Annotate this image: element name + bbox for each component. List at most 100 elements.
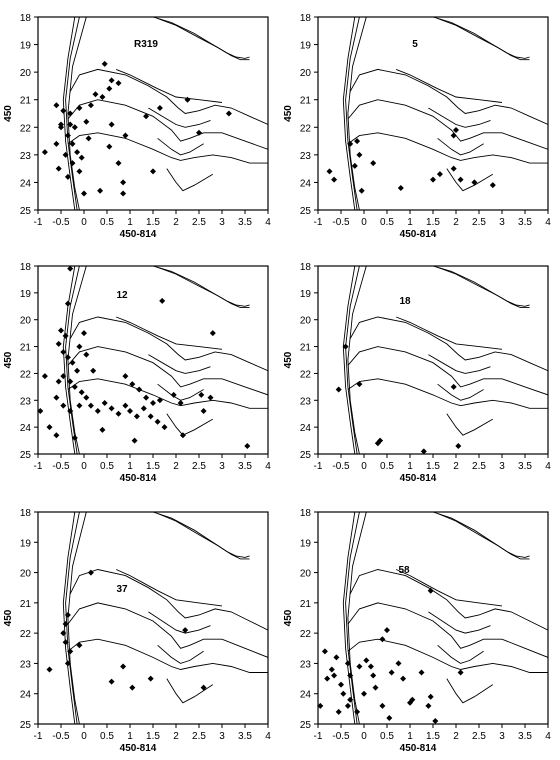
data-point (143, 394, 150, 401)
x-axis-label: 450-814 (400, 473, 437, 484)
data-point (76, 343, 83, 350)
data-point (321, 648, 328, 655)
data-point (418, 669, 425, 676)
data-point (356, 381, 363, 388)
x-axis-label: 450-814 (400, 743, 437, 754)
data-point (150, 399, 156, 406)
data-point (136, 386, 143, 393)
data-point (420, 448, 427, 455)
isochrone-hook-3 (166, 168, 214, 192)
data-point (90, 367, 97, 374)
x-tick-label: 0.5 (100, 731, 114, 742)
data-point (76, 642, 83, 649)
data-point (370, 672, 377, 679)
data-point (156, 397, 163, 404)
data-points (37, 265, 251, 449)
isochrone-loop-2 (67, 99, 268, 150)
data-point (354, 138, 361, 145)
upper-branch-2 (437, 17, 530, 61)
x-axis-label: 450-814 (120, 743, 157, 754)
x-tick-label: -1 (314, 731, 323, 742)
data-point (106, 143, 113, 150)
data-point (427, 693, 434, 700)
cmd-panel-4: -1 -0.5 0 0.5 1 1.5 2 2.5 3 3.5 4 18 19 20 21 22 23 24 25 4… (283, 262, 551, 484)
isochrone-loop-3 (67, 378, 268, 409)
panel-title: 12 (116, 290, 128, 301)
y-axis-label: 450 (283, 105, 294, 122)
data-point (46, 666, 53, 673)
panel-title: 18 (399, 296, 411, 307)
main-sequence-track-1 (62, 266, 76, 454)
y-tick-label: 25 (20, 206, 32, 217)
data-point (127, 408, 133, 415)
x-tick-label: 1 (127, 731, 133, 742)
upper-branch-2 (437, 513, 530, 560)
data-point (370, 160, 377, 167)
isochrone-loop-2 (347, 602, 548, 658)
upper-branch-2 (157, 266, 250, 309)
data-point (108, 77, 115, 84)
x-tick-label: -0.5 (332, 461, 350, 472)
data-point (131, 437, 138, 444)
isochrone-loop-3 (347, 378, 548, 409)
y-tick-label: 23 (20, 659, 32, 670)
y-tick-label: 24 (300, 423, 312, 434)
y-tick-label: 20 (20, 316, 32, 327)
isochrone-loop-1 (69, 316, 268, 372)
data-point (179, 432, 186, 439)
main-sequence-track-1 (62, 17, 76, 210)
y-tick-label: 18 (20, 13, 32, 24)
data-point (60, 402, 67, 409)
data-point (74, 367, 81, 374)
y-tick-label: 19 (20, 41, 32, 52)
data-point (140, 405, 147, 412)
data-point (76, 402, 83, 409)
panel-title: 37 (116, 584, 128, 595)
x-tick-label: 3.5 (238, 461, 252, 472)
data-point (67, 648, 74, 655)
x-tick-label: 0 (81, 731, 87, 742)
data-point (129, 381, 136, 388)
data-point (62, 621, 69, 628)
x-tick-label: 4 (265, 217, 271, 228)
data-point (471, 179, 478, 186)
data-point (200, 684, 207, 691)
main-sequence-track-1 (342, 17, 356, 210)
data-point (427, 587, 434, 594)
isochrone-branch (396, 316, 503, 350)
data-point (87, 402, 94, 409)
y-tick-label: 19 (20, 289, 32, 300)
x-tick-label: 0 (361, 731, 367, 742)
y-tick-label: 25 (20, 450, 32, 461)
x-tick-label: -1 (34, 731, 43, 742)
data-point (347, 140, 354, 147)
isochrone-hook-1 (148, 354, 211, 374)
data-point (87, 102, 94, 109)
y-tick-label: 25 (300, 206, 312, 217)
x-tick-label: 1.5 (146, 461, 160, 472)
y-tick-label: 24 (300, 178, 312, 189)
data-point (200, 408, 207, 415)
isochrone-branch (116, 68, 223, 103)
x-tick-label: 0.5 (100, 461, 114, 472)
isochrone-hook-2 (437, 644, 484, 664)
data-point (76, 104, 83, 111)
x-tick-label: -1 (34, 217, 43, 228)
x-tick-label: 2.5 (472, 217, 486, 228)
data-point (94, 408, 101, 415)
data-point (69, 160, 76, 167)
data-point (122, 373, 129, 380)
data-point (397, 184, 404, 191)
data-point (108, 405, 115, 412)
data-point (198, 391, 205, 398)
x-axis-label: 450-814 (400, 229, 437, 240)
data-point (69, 359, 76, 366)
x-tick-label: 1.5 (426, 217, 440, 228)
data-point (317, 702, 324, 709)
data-point (78, 154, 85, 161)
x-tick-label: 3.5 (238, 217, 252, 228)
y-tick-label: 23 (20, 151, 32, 162)
data-point (101, 399, 108, 406)
cmd-panel-3: -1 -0.5 0 0.5 1 1.5 2 2.5 3 3.5 4 18 19 20 21 22 23 24 25 4… (3, 262, 271, 484)
data-point (37, 408, 44, 415)
